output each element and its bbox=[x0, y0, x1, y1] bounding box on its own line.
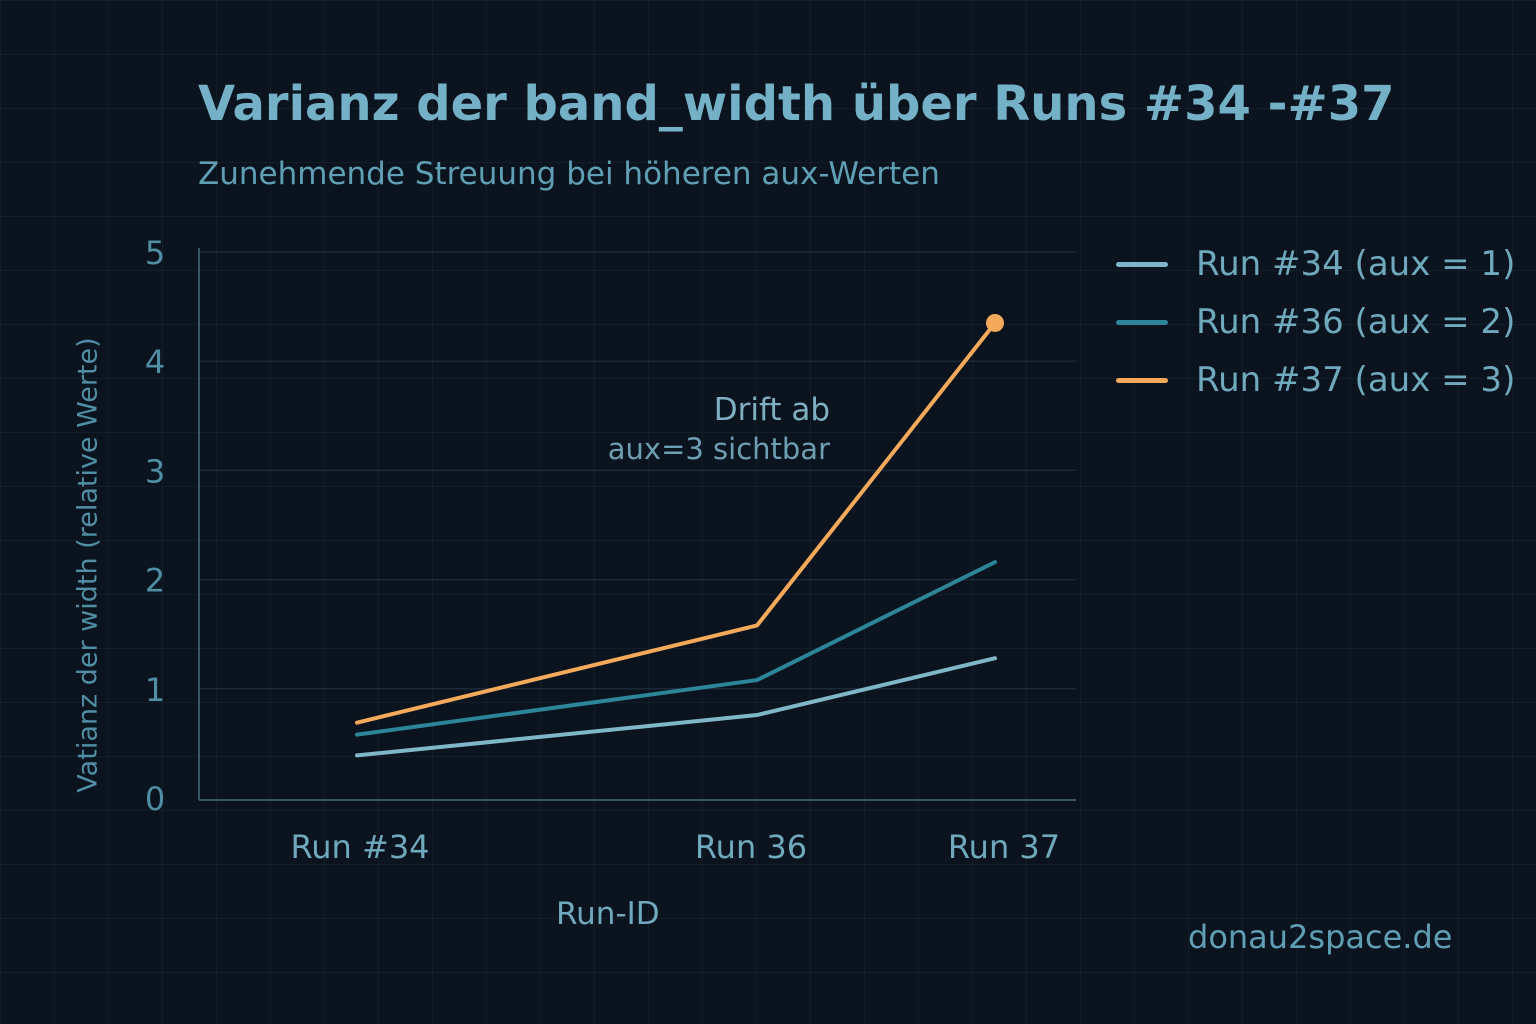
legend-swatch bbox=[1116, 261, 1168, 267]
annotation-line2: aux=3 sichtbar bbox=[607, 432, 830, 466]
x-tick-label: Run 37 bbox=[948, 828, 1060, 866]
annotation-line1: Drift ab bbox=[713, 392, 830, 428]
y-tick-label: 5 bbox=[145, 234, 165, 272]
x-axis-label: Run-ID bbox=[556, 896, 660, 932]
chart-title: Varianz der band_width über Runs #34 -#3… bbox=[198, 76, 1395, 132]
legend-swatch bbox=[1116, 319, 1168, 325]
y-tick-label: 4 bbox=[145, 343, 165, 381]
y-tick-label: 2 bbox=[145, 562, 165, 600]
y-tick-label: 1 bbox=[145, 671, 165, 709]
series-line-1 bbox=[355, 656, 997, 758]
chart-subtitle: Zunehmende Streuung bei höheren aux-Wert… bbox=[198, 156, 940, 192]
x-tick-label: Run 36 bbox=[695, 828, 807, 866]
legend-label: Run #36 (aux = 2) bbox=[1196, 302, 1516, 342]
legend-label: Run #34 (aux = 1) bbox=[1196, 244, 1516, 284]
series-line-2 bbox=[355, 560, 997, 737]
legend-item-run34: Run #34 (aux = 1) bbox=[1116, 244, 1515, 284]
annotation: Drift ab aux=3 sichtbar bbox=[560, 392, 830, 466]
series-line-3 bbox=[355, 320, 997, 725]
data-point bbox=[986, 313, 1004, 332]
legend-swatch bbox=[1116, 377, 1168, 383]
y-tick-label: 3 bbox=[145, 452, 165, 490]
legend-item-run36: Run #36 (aux = 2) bbox=[1116, 302, 1515, 342]
y-tick-label: 0 bbox=[145, 780, 165, 818]
legend-label: Run #37 (aux = 3) bbox=[1196, 360, 1516, 400]
watermark: donau2space.de bbox=[1188, 918, 1453, 956]
legend-item-run37: Run #37 (aux = 3) bbox=[1116, 360, 1515, 400]
x-tick-label: Run #34 bbox=[290, 828, 429, 866]
